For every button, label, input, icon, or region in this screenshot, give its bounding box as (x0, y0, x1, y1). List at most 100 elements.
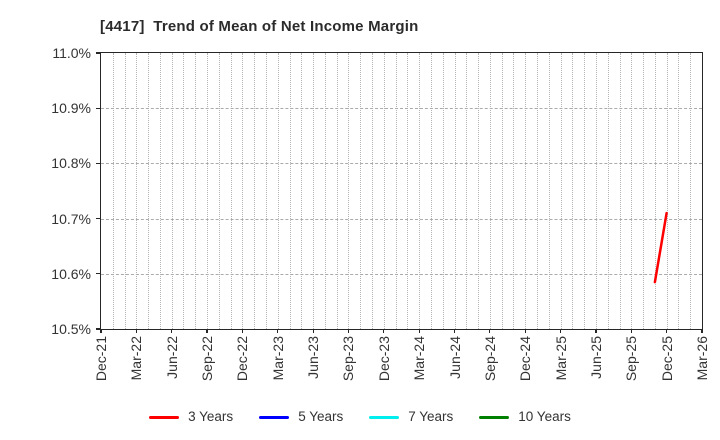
x-tick-label: Dec-25 (658, 336, 675, 382)
vertical-gridline (195, 53, 197, 329)
x-tick-mark (135, 329, 137, 333)
vertical-gridline (643, 53, 645, 329)
chart-title: [4417] Trend of Mean of Net Income Margi… (100, 18, 419, 35)
vertical-gridline (442, 53, 444, 329)
x-tick-mark (418, 329, 420, 333)
y-tick-mark (96, 107, 100, 109)
x-tick-label: Sep-24 (481, 336, 498, 382)
series-layer (653, 211, 668, 284)
legend-swatch-3-years (149, 415, 180, 419)
vertical-gridline (112, 53, 114, 329)
legend-label-7-years: 7 Years (408, 409, 454, 424)
x-tick-label: Jun-25 (587, 336, 604, 379)
x-tick-mark (524, 329, 526, 333)
vertical-gridline (666, 53, 668, 329)
vertical-gridline (383, 53, 385, 329)
vertical-gridline (584, 53, 586, 329)
x-tick-mark (595, 329, 597, 333)
y-tick-label: 10.5% (51, 321, 91, 337)
vertical-gridline (595, 53, 597, 329)
x-tick-mark (277, 329, 279, 333)
legend-swatch-7-years (369, 415, 400, 419)
vertical-gridline (289, 53, 291, 329)
vertical-gridline (395, 53, 397, 329)
vertical-gridline (207, 53, 209, 329)
legend-swatch-5-years (259, 415, 290, 419)
x-tick-label: Jun-22 (163, 336, 180, 379)
vertical-gridline (324, 53, 326, 329)
vertical-gridline (631, 53, 633, 329)
vertical-gridline (348, 53, 350, 329)
x-tick-mark (241, 329, 243, 333)
vertical-gridline (124, 53, 126, 329)
legend-item-3-years: 3 Years (149, 409, 233, 425)
x-tick-label: Dec-23 (375, 336, 392, 382)
vertical-gridline (548, 53, 550, 329)
x-tick-label: Mar-24 (411, 336, 428, 381)
legend-item-10-years: 10 Years (479, 409, 571, 425)
legend-item-5-years: 5 Years (259, 409, 343, 425)
vertical-gridline (136, 53, 138, 329)
horizontal-gridline (101, 163, 702, 165)
horizontal-gridline (101, 218, 702, 220)
vertical-gridline (360, 53, 362, 329)
x-tick-label: Dec-24 (517, 336, 534, 382)
x-tick-mark (701, 329, 703, 333)
series-line-3-years (653, 211, 668, 284)
y-tick-label: 11.0% (52, 45, 91, 61)
vertical-gridline (313, 53, 315, 329)
x-tick-mark (383, 329, 385, 333)
y-tick-label: 10.7% (51, 210, 91, 227)
vertical-gridline (654, 53, 656, 329)
x-tick-mark (630, 329, 632, 333)
horizontal-gridline (101, 108, 702, 110)
vertical-gridline (148, 53, 150, 329)
vertical-gridline (218, 53, 220, 329)
vertical-gridline (277, 53, 279, 329)
x-tick-mark (453, 329, 456, 333)
x-tick-label: Sep-23 (340, 336, 357, 382)
x-tick-mark (100, 329, 102, 333)
vertical-gridline (372, 53, 374, 329)
vertical-gridline (183, 53, 185, 329)
x-tick-label: Sep-25 (623, 336, 640, 382)
x-tick-label: Mar-25 (552, 336, 569, 381)
x-tick-label: Dec-21 (93, 336, 109, 382)
vertical-gridline (619, 53, 621, 329)
vertical-gridline (254, 53, 256, 329)
legend-item-7-years: 7 Years (369, 409, 453, 425)
vertical-gridline (513, 53, 515, 329)
y-tick-mark (96, 162, 100, 164)
horizontal-gridline (101, 273, 702, 275)
legend-label-10-years: 10 Years (518, 409, 571, 424)
x-tick-mark (171, 329, 173, 333)
x-tick-mark (559, 329, 562, 333)
legend-label-3-years: 3 Years (188, 409, 234, 424)
x-tick-mark (489, 329, 491, 333)
y-tick-mark (96, 52, 100, 54)
y-tick-mark (96, 218, 100, 220)
x-tick-label: Dec-22 (234, 336, 251, 382)
vertical-gridline (159, 53, 161, 329)
x-tick-label: Jun-24 (446, 336, 463, 379)
y-tick-label: 10.9% (51, 100, 91, 117)
vertical-gridline (489, 53, 491, 329)
vertical-gridline (171, 53, 173, 329)
legend-swatch-10-years (479, 415, 510, 419)
x-tick-mark (312, 329, 314, 333)
x-tick-label: Jun-23 (305, 336, 322, 379)
vertical-gridline (690, 53, 692, 329)
x-tick-label: Mar-23 (269, 336, 286, 381)
x-tick-mark (347, 329, 350, 333)
vertical-gridline (678, 53, 680, 329)
y-tick-label: 10.6% (51, 265, 91, 282)
legend: 3 Years 5 Years 7 Years 10 Years (0, 404, 720, 430)
x-tick-label: Sep-22 (199, 336, 216, 382)
y-tick-label: 10.8% (51, 155, 91, 172)
vertical-gridline (537, 53, 539, 329)
x-tick-mark (206, 329, 208, 333)
vertical-gridline (466, 53, 468, 329)
vertical-gridline (454, 53, 456, 329)
vertical-gridline (301, 53, 303, 329)
vertical-gridline (572, 53, 574, 329)
